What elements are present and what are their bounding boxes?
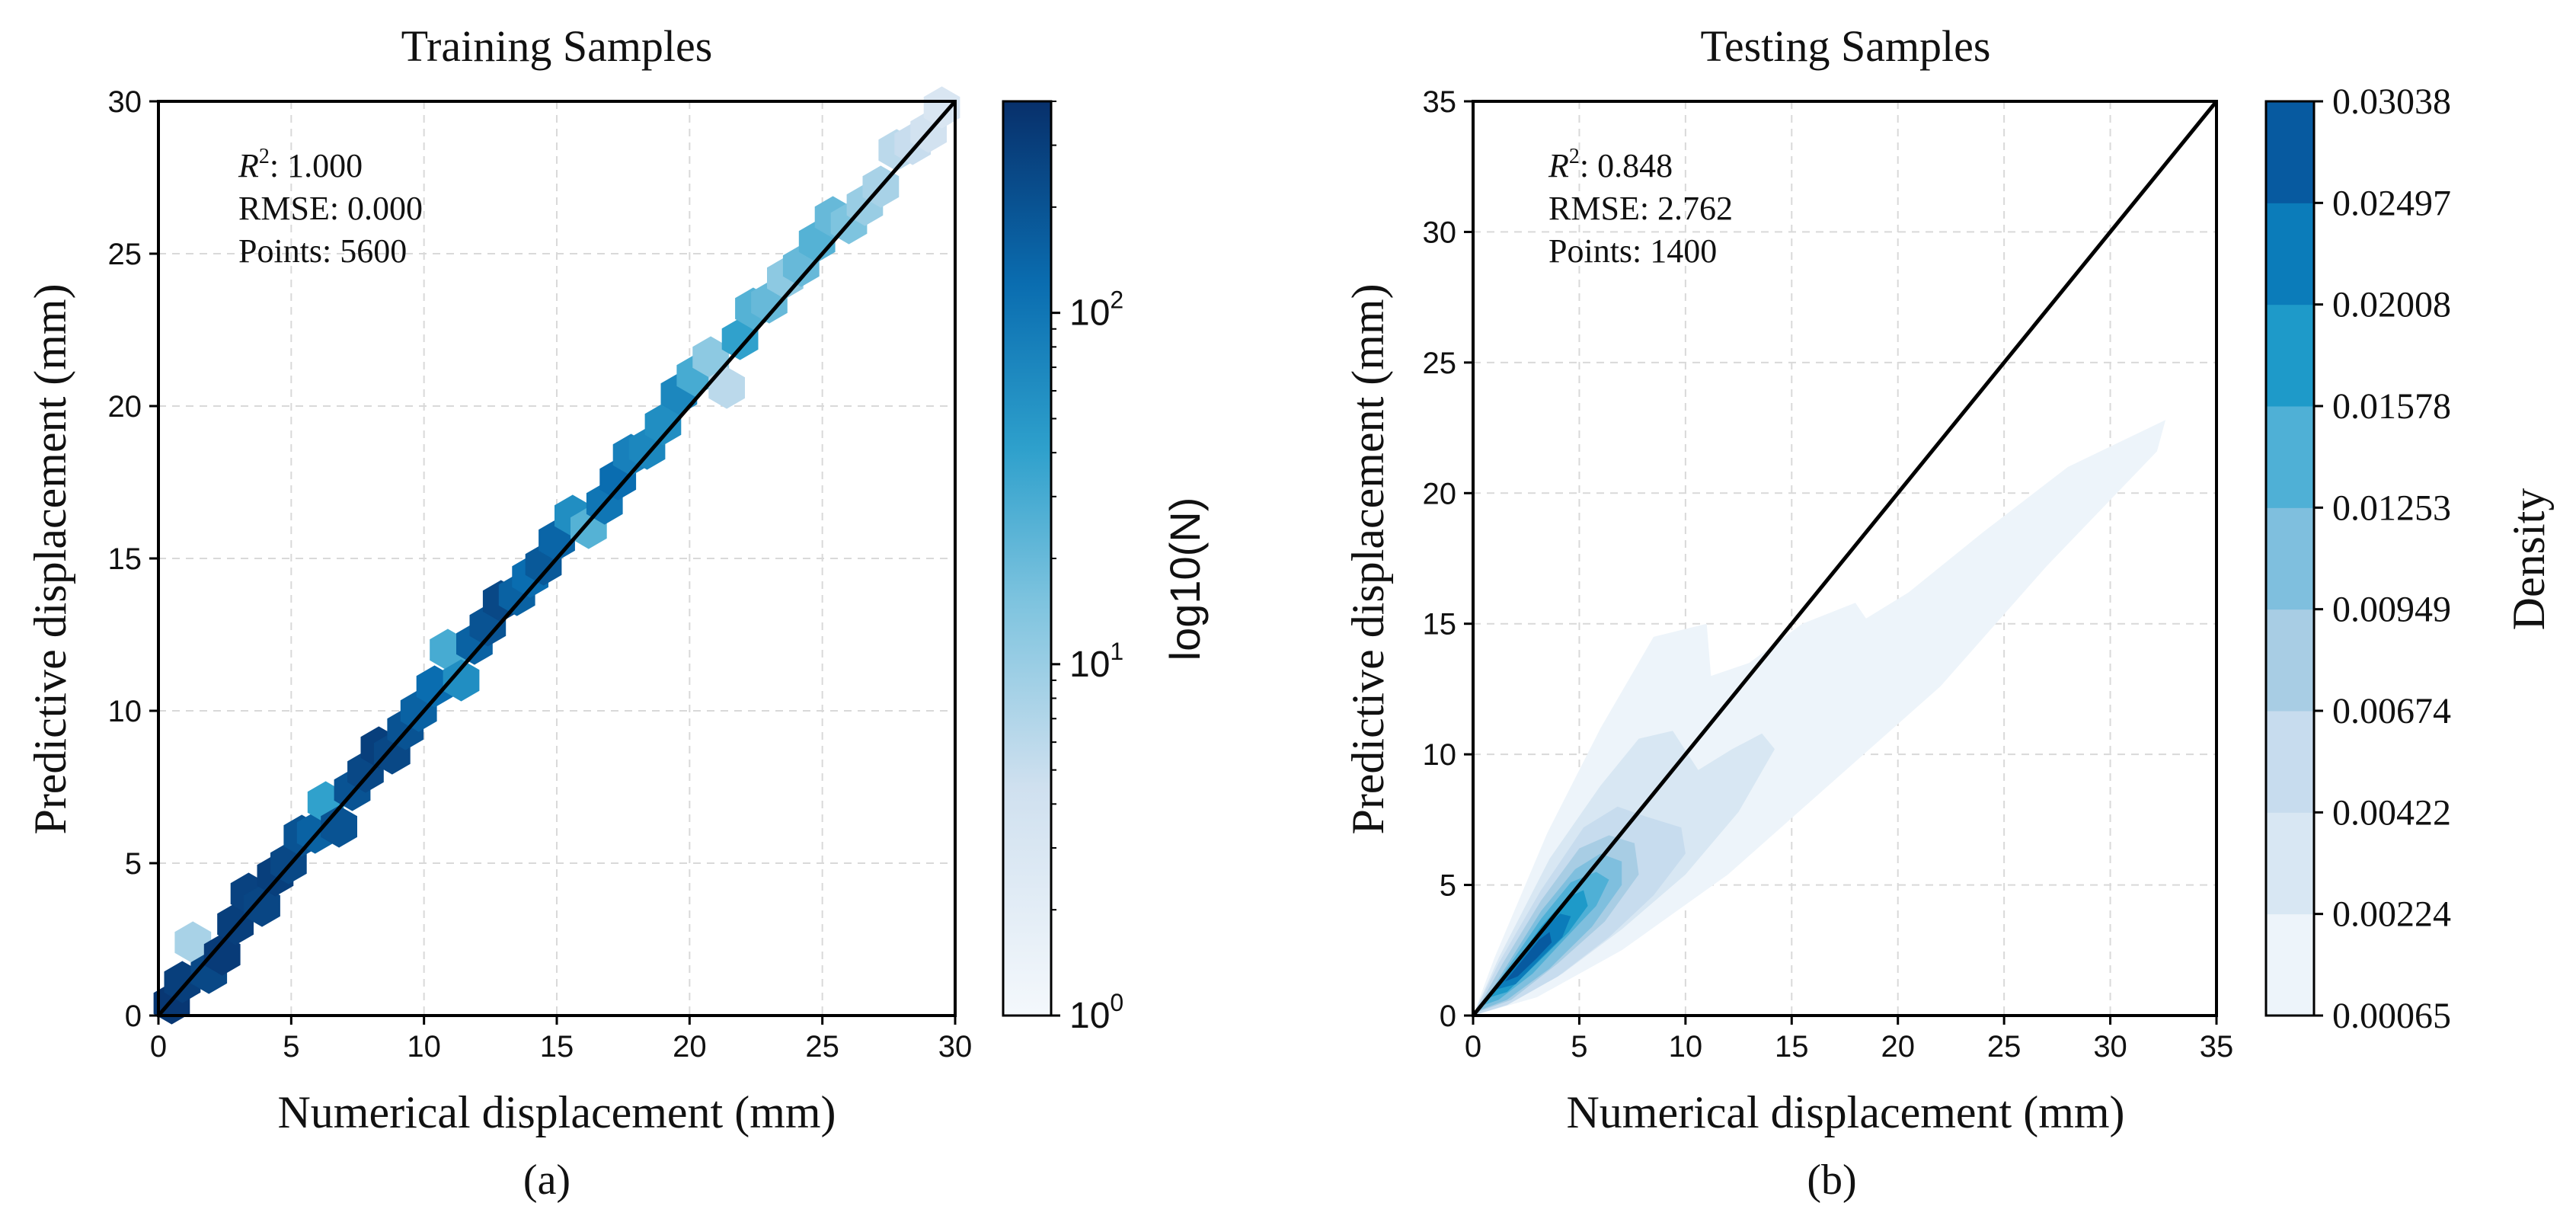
panel-a-xtick-label: 30 (938, 1030, 973, 1064)
panel-a-colorbar-ticks: 100 101 102 (1051, 101, 1123, 1036)
panel-a-training-chart: 0 5 10 15 20 25 30 0 5 10 15 20 25 30 Training Sample… (25, 21, 1209, 1204)
panel-a-stat-points: Points: 5600 (238, 232, 407, 270)
panel-b-colorbar-tick-label: 0.02008 (2332, 285, 2451, 325)
panel-b-colorbar-segment (2266, 406, 2314, 508)
panel-b-density-contours (1473, 420, 2166, 1016)
panel-a-xlabel: Numerical displacement (mm) (277, 1087, 836, 1137)
panel-b-xtick-label: 35 (2200, 1030, 2234, 1064)
panel-a-xtick-label: 10 (407, 1030, 441, 1064)
panel-b-colorbar-segment (2266, 507, 2314, 610)
panel-b-stat-r2: R2: 0.848 (1548, 145, 1673, 184)
panel-a-xtick-label: 15 (540, 1030, 574, 1064)
panel-a-stat-rmse: RMSE: 0.000 (238, 190, 423, 227)
panel-a-xtick-label: 25 (805, 1030, 839, 1064)
panel-b-testing-chart: 0 5 10 15 20 25 30 35 0 5 10 15 20 25 30 35 Testing Sam… (1343, 21, 2554, 1204)
panel-a-colorbar-tick-label: 100 (1069, 989, 1123, 1036)
panel-a-ytick-label: 15 (108, 542, 142, 576)
panel-b-ytick-label: 0 (1440, 1000, 1456, 1033)
panel-b-colorbar-segment (2266, 101, 2314, 203)
panel-a-colorbar (1002, 100, 1053, 1017)
panel-b-xlabel: Numerical displacement (mm) (1566, 1087, 2124, 1137)
panel-b-stat-points: Points: 1400 (1548, 232, 1717, 270)
panel-a-xtick-label: 0 (150, 1030, 167, 1064)
panel-b-colorbar-tick-label: 0.01253 (2332, 488, 2451, 528)
panel-b-axes-frame (1472, 100, 2218, 1017)
panel-a-colorbar-tick-label: 101 (1069, 638, 1123, 685)
panel-b-colorbar-tick-label: 0.02497 (2332, 183, 2451, 223)
panel-b-colorbar-segment (2266, 913, 2314, 1016)
panel-b-xtick-label: 5 (1571, 1030, 1587, 1064)
hexbin-cell (443, 659, 480, 702)
density-contour (1504, 932, 1552, 982)
panel-b-ticks: 0 5 10 15 20 25 30 35 0 5 10 15 20 25 30 35 (1423, 85, 2234, 1064)
panel-b-xtick-label: 0 (1465, 1030, 1481, 1064)
panel-a-caption: (a) (523, 1156, 570, 1204)
panel-b-ytick-label: 35 (1423, 85, 1457, 119)
panel-b-colorbar-frame (2264, 100, 2316, 1017)
panel-b-ytick-label: 15 (1423, 608, 1457, 641)
panel-b-colorbar-segment (2266, 711, 2314, 813)
panel-b-ytick-label: 30 (1423, 216, 1457, 249)
panel-b-colorbar-ticks: 0.00065 0.00224 0.00422 0.00674 0.00949 0.012… (2314, 82, 2451, 1036)
panel-b-colorbar-tick-label: 0.00949 (2332, 590, 2451, 630)
panel-b-ylabel: Predictive displacement (mm) (1343, 283, 1393, 834)
panel-b-identity-line (1472, 100, 2218, 1017)
panel-b-colorbar-segment (2266, 812, 2314, 915)
panel-b-colorbar-label: Density (2504, 488, 2554, 631)
panel-b-caption: (b) (1807, 1156, 1856, 1204)
panel-a-xtick-label: 20 (673, 1030, 707, 1064)
panel-a-title: Training Samples (401, 21, 713, 71)
hexbin-cell (244, 885, 280, 927)
panel-a-colorbar-tick-label: 102 (1069, 286, 1123, 334)
panel-a-ytick-label: 25 (108, 238, 142, 271)
panel-a-xtick-label: 5 (283, 1030, 299, 1064)
panel-b-ytick-label: 25 (1423, 347, 1457, 380)
panel-b-colorbar-segment (2266, 304, 2314, 407)
panel-b-ytick-label: 5 (1440, 869, 1456, 903)
panel-a-ticks: 0 5 10 15 20 25 30 0 5 10 15 20 25 30 (108, 85, 973, 1064)
panel-b-ytick-label: 20 (1423, 477, 1457, 510)
panel-b-ytick-label: 10 (1423, 738, 1457, 772)
panel-b-colorbar-segment (2266, 203, 2314, 306)
hexbin-cell (708, 366, 745, 409)
panel-b-colorbar-tick-label: 0.00065 (2332, 996, 2451, 1036)
panel-a-ytick-label: 30 (108, 85, 142, 119)
panel-b-colorbar-tick-label: 0.01578 (2332, 386, 2451, 427)
panel-a-ylabel: Predictive displacement (mm) (25, 283, 75, 834)
panel-a-ytick-label: 5 (125, 847, 142, 881)
panel-b-colorbar-segment (2266, 609, 2314, 712)
panel-b-xtick-label: 30 (2093, 1030, 2127, 1064)
panel-a-ytick-label: 0 (125, 1000, 142, 1033)
panel-a-colorbar-label: log10(N) (1161, 497, 1209, 661)
panel-b-stat-rmse: RMSE: 2.762 (1548, 190, 1733, 227)
panel-a-stat-r2: R2: 1.000 (238, 145, 363, 184)
hexbin-cell (203, 933, 241, 976)
panel-a-identity-line (157, 100, 957, 1017)
panel-b-xtick-label: 10 (1669, 1030, 1703, 1064)
hexbin-cell (923, 86, 960, 129)
panel-b-xtick-label: 25 (1987, 1030, 2021, 1064)
panel-b-xtick-label: 20 (1881, 1030, 1915, 1064)
panel-b-colorbar-tick-label: 0.03038 (2332, 82, 2451, 122)
panel-b-colorbar (2264, 100, 2316, 1017)
panel-b-xtick-label: 15 (1775, 1030, 1809, 1064)
panel-b-colorbar-tick-label: 0.00224 (2332, 894, 2451, 935)
panel-b-title: Testing Samples (1701, 21, 1991, 71)
panel-a-ytick-label: 20 (108, 390, 142, 424)
panel-b-colorbar-tick-label: 0.00674 (2332, 691, 2451, 731)
panel-a-ytick-label: 10 (108, 695, 142, 728)
panel-b-colorbar-tick-label: 0.00422 (2332, 792, 2451, 833)
